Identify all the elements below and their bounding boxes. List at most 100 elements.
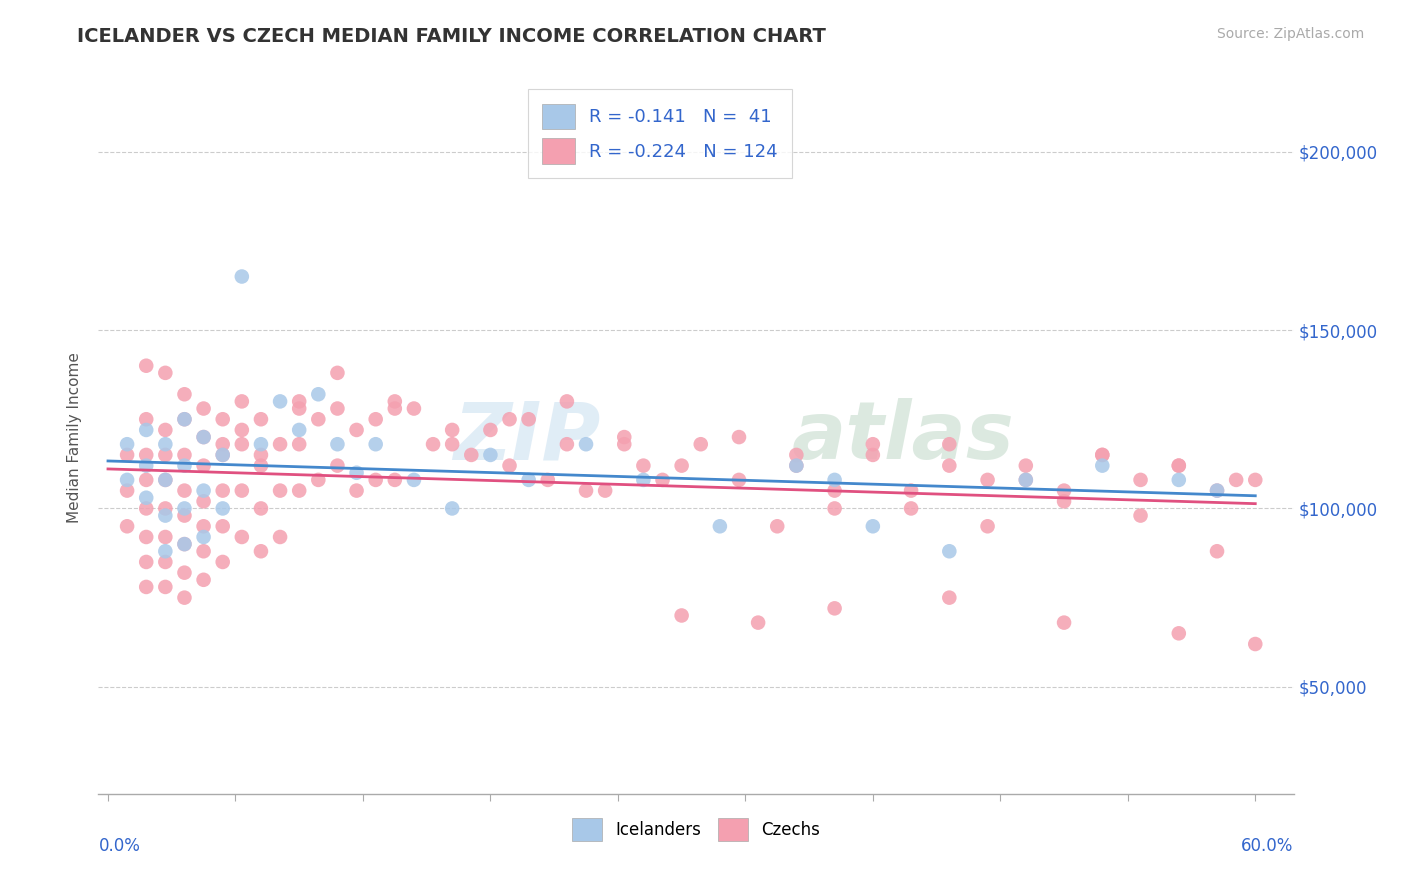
Point: [441, 423, 464, 437]
Point: [288, 423, 311, 437]
Point: [537, 473, 560, 487]
Text: ICELANDER VS CZECH MEDIAN FAMILY INCOME CORRELATION CHART: ICELANDER VS CZECH MEDIAN FAMILY INCOME …: [77, 27, 827, 45]
Point: [193, 544, 215, 558]
Point: [1206, 544, 1229, 558]
Point: [785, 458, 807, 473]
Point: [1167, 473, 1189, 487]
Point: [1244, 637, 1267, 651]
Point: [326, 458, 349, 473]
Point: [135, 555, 157, 569]
Point: [250, 501, 273, 516]
Point: [671, 458, 693, 473]
Point: [593, 483, 616, 498]
Point: [1053, 494, 1076, 508]
Point: [651, 473, 673, 487]
Point: [1206, 483, 1229, 498]
Point: [824, 601, 846, 615]
Point: [728, 430, 751, 444]
Point: [346, 423, 368, 437]
Point: [346, 483, 368, 498]
Point: [326, 366, 349, 380]
Point: [173, 483, 195, 498]
Point: [211, 412, 233, 426]
Point: [1015, 473, 1038, 487]
Point: [135, 458, 157, 473]
Point: [193, 430, 215, 444]
Point: [211, 448, 233, 462]
Point: [173, 537, 195, 551]
Point: [498, 458, 520, 473]
Point: [824, 483, 846, 498]
Point: [135, 412, 157, 426]
Point: [384, 401, 406, 416]
Point: [155, 555, 177, 569]
Point: [1129, 508, 1152, 523]
Point: [747, 615, 769, 630]
Point: [1167, 458, 1189, 473]
Y-axis label: Median Family Income: Median Family Income: [67, 351, 83, 523]
Point: [173, 448, 195, 462]
Point: [155, 508, 177, 523]
Point: [211, 555, 233, 569]
Point: [1091, 448, 1114, 462]
Point: [135, 501, 157, 516]
Point: [173, 537, 195, 551]
Point: [402, 473, 425, 487]
Point: [824, 501, 846, 516]
Point: [269, 530, 291, 544]
Point: [633, 458, 655, 473]
Point: [250, 544, 273, 558]
Point: [193, 519, 215, 533]
Point: [785, 458, 807, 473]
Point: [211, 437, 233, 451]
Point: [1167, 626, 1189, 640]
Point: [211, 519, 233, 533]
Point: [976, 473, 998, 487]
Point: [269, 437, 291, 451]
Point: [155, 448, 177, 462]
Point: [231, 530, 253, 544]
Point: [976, 519, 998, 533]
Point: [785, 448, 807, 462]
Point: [402, 401, 425, 416]
Point: [307, 387, 329, 401]
Point: [193, 401, 215, 416]
Point: [1244, 473, 1267, 487]
Point: [135, 448, 157, 462]
Point: [155, 580, 177, 594]
Point: [193, 573, 215, 587]
Point: [384, 473, 406, 487]
Point: [1091, 458, 1114, 473]
Point: [862, 448, 884, 462]
Point: [231, 269, 253, 284]
Point: [173, 508, 195, 523]
Point: [173, 412, 195, 426]
Point: [517, 473, 540, 487]
Point: [155, 437, 177, 451]
Point: [155, 544, 177, 558]
Point: [824, 473, 846, 487]
Text: atlas: atlas: [792, 398, 1014, 476]
Point: [1225, 473, 1247, 487]
Point: [1206, 483, 1229, 498]
Point: [135, 530, 157, 544]
Point: [671, 608, 693, 623]
Point: [364, 473, 387, 487]
Point: [862, 437, 884, 451]
Point: [346, 466, 368, 480]
Point: [173, 387, 195, 401]
Point: [1091, 448, 1114, 462]
Point: [460, 448, 482, 462]
Point: [479, 423, 502, 437]
Point: [900, 501, 922, 516]
Point: [326, 437, 349, 451]
Point: [231, 437, 253, 451]
Point: [288, 394, 311, 409]
Point: [1053, 483, 1076, 498]
Point: [364, 437, 387, 451]
Point: [115, 473, 138, 487]
Point: [498, 412, 520, 426]
Point: [1053, 615, 1076, 630]
Point: [288, 483, 311, 498]
Point: [862, 519, 884, 533]
